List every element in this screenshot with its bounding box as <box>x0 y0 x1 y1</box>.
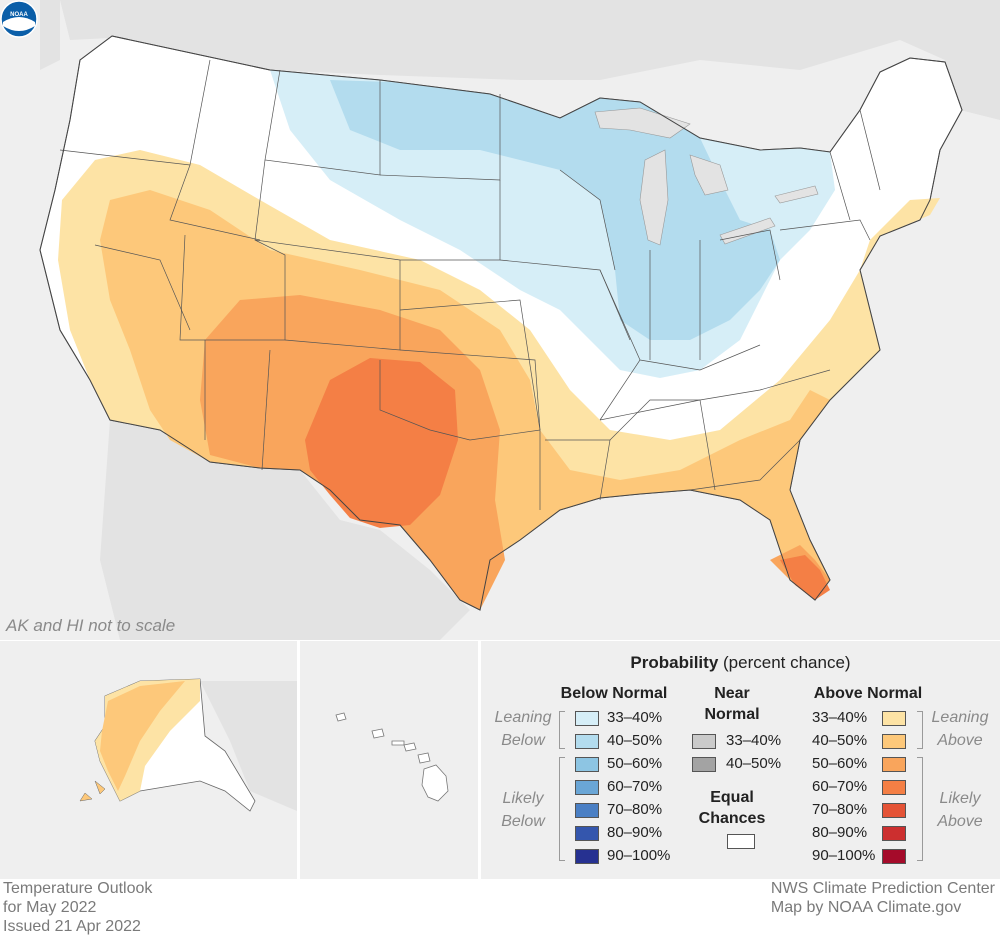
above-normal-row-label: 90–100% <box>812 847 876 864</box>
below-normal-row-label: 80–90% <box>607 824 663 841</box>
lake-superior <box>594 107 691 139</box>
conus-map-graphic <box>0 0 1000 640</box>
below-normal-row-label: 70–80% <box>607 801 663 818</box>
above-normal-row-label: 40–50% <box>812 732 868 749</box>
below-normal-heading: Below Normal <box>560 685 668 702</box>
near-normal-row-swatch <box>692 734 716 749</box>
below-normal-row-label: 33–40% <box>607 709 663 726</box>
legend-title-bold: Probability <box>630 653 719 672</box>
above-normal-row-swatch <box>882 780 906 795</box>
above-normal-row-swatch <box>882 826 906 841</box>
issued-date: Issued 21 Apr 2022 <box>3 918 141 935</box>
legend-title-rest: (percent chance) <box>718 653 851 672</box>
above-normal-row-label: 33–40% <box>812 709 868 726</box>
near-normal-heading-line2: Normal <box>704 706 760 723</box>
below-normal-row-swatch <box>575 757 599 772</box>
below-normal-row-swatch <box>575 711 599 726</box>
near-normal-row-label: 40–50% <box>726 755 782 772</box>
below-normal-row-label: 90–100% <box>607 847 671 864</box>
below-normal-row-swatch <box>575 849 599 864</box>
above-normal-row-label: 60–70% <box>812 778 868 795</box>
near-normal-row-swatch <box>692 757 716 772</box>
mexico-land <box>100 420 470 640</box>
below-normal-row-swatch <box>575 826 599 841</box>
below-normal-row-label: 40–50% <box>607 732 663 749</box>
equal-chances-heading: Equal Chances <box>687 787 777 829</box>
noaa-logo-icon: NOAA <box>0 0 38 38</box>
outlook-period: for May 2022 <box>3 899 97 916</box>
near-normal-heading-line1: Near <box>714 685 750 702</box>
lake-huron <box>689 154 729 196</box>
canada-land <box>0 0 1000 120</box>
canada-land-ak <box>200 681 297 811</box>
below-40-50-area <box>330 80 780 340</box>
above-normal-row-swatch <box>882 757 906 772</box>
conus-map: AK and HI not to scale NOAA <box>0 0 1000 640</box>
equal-chances-heading-line2: Chances <box>698 810 766 827</box>
alaska-inset <box>0 641 297 879</box>
lake-michigan <box>639 149 669 246</box>
credits: NWS Climate Prediction Center Map by NOA… <box>771 879 995 917</box>
above-normal-row-swatch <box>882 734 906 749</box>
leaning-below-label: Leaning Below <box>494 709 552 749</box>
below-normal-row-swatch <box>575 803 599 818</box>
near-normal-row-label: 33–40% <box>726 732 782 749</box>
alaska-above-40-50 <box>100 681 185 791</box>
equal-chances-heading-line1: Equal <box>710 789 754 806</box>
lake-ontario <box>774 185 819 204</box>
above-normal-row-swatch <box>882 803 906 818</box>
legend: Probability (percent chance) Below Norma… <box>481 641 1000 879</box>
above-normal-row-label: 70–80% <box>812 801 868 818</box>
below-normal-row-label: 60–70% <box>607 778 663 795</box>
below-normal-row-label: 50–60% <box>607 755 663 772</box>
above-normal-row-swatch <box>882 711 906 726</box>
equal-chances-swatch <box>727 834 755 849</box>
legend-title: Probability (percent chance) <box>481 653 1000 673</box>
below-normal-row-swatch <box>575 780 599 795</box>
credit-climate-gov: Map by NOAA Climate.gov <box>770 899 962 916</box>
hawaii-islands <box>335 712 449 802</box>
above-normal-heading: Above Normal <box>813 685 923 702</box>
svg-text:NOAA: NOAA <box>10 12 28 18</box>
likely-above-label: Likely Above <box>937 790 983 830</box>
above-normal-row-swatch <box>882 849 906 864</box>
above-60-70-area <box>305 358 830 600</box>
state-boundaries <box>59 59 881 510</box>
likely-below-label: Likely Below <box>501 790 545 830</box>
credit-cpc: NWS Climate Prediction Center <box>770 880 995 897</box>
leaning-above-label: Leaning Above <box>931 709 989 749</box>
scale-note: AK and HI not to scale <box>6 616 176 635</box>
below-normal-row-swatch <box>575 734 599 749</box>
near-normal-heading: Near Normal <box>687 683 777 725</box>
hawaii-map-graphic <box>335 712 449 802</box>
alaska-map-graphic <box>79 678 297 812</box>
above-normal-row-label: 80–90% <box>812 824 868 841</box>
outlook-caption: Temperature Outlook for May 2022 Issued … <box>3 879 152 936</box>
hawaii-inset <box>300 641 478 879</box>
above-normal-row-label: 50–60% <box>812 755 868 772</box>
outlook-title: Temperature Outlook <box>3 880 153 897</box>
